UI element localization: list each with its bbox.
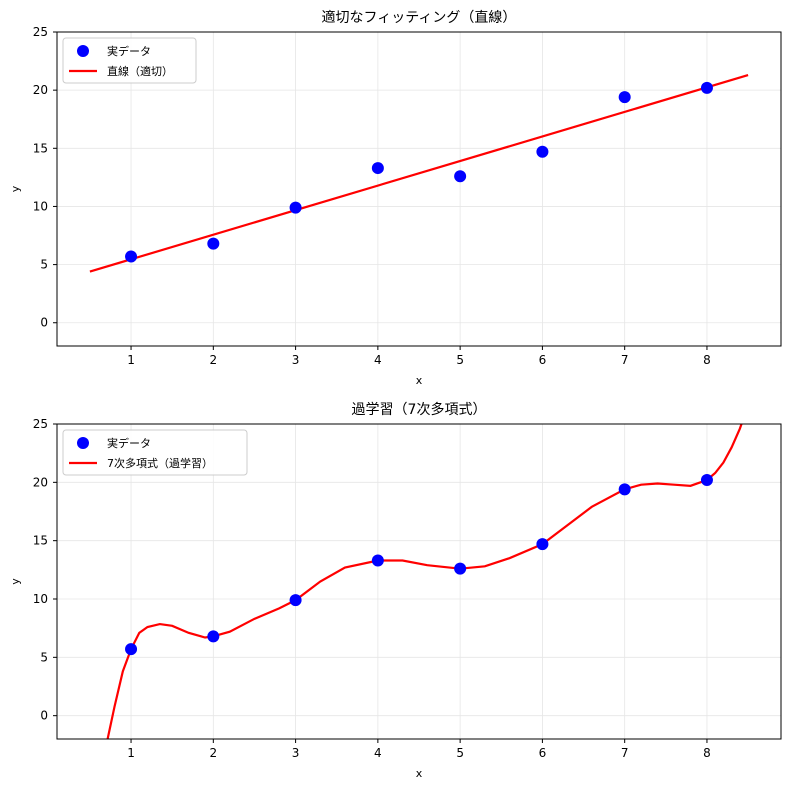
y-tick-label: 25 bbox=[33, 25, 48, 39]
data-point bbox=[618, 483, 631, 496]
data-point bbox=[125, 643, 138, 656]
y-tick-label: 10 bbox=[33, 199, 48, 213]
data-point bbox=[125, 250, 138, 263]
x-axis-label: x bbox=[416, 374, 423, 387]
x-tick-label: 4 bbox=[374, 353, 382, 367]
data-point bbox=[454, 170, 467, 183]
legend-label: 実データ bbox=[107, 436, 151, 450]
data-point bbox=[454, 562, 467, 575]
plot-area bbox=[57, 32, 781, 346]
x-tick-label: 6 bbox=[539, 746, 547, 760]
y-tick-label: 20 bbox=[33, 475, 48, 489]
x-tick-label: 8 bbox=[703, 353, 711, 367]
y-tick-label: 15 bbox=[33, 141, 48, 155]
x-tick-label: 1 bbox=[127, 353, 135, 367]
y-tick-label: 20 bbox=[33, 83, 48, 97]
y-axis-label: y bbox=[9, 185, 22, 192]
chart-panel-1: 1 2 3 4 5 6 7 8 0 5 10 15 20 25 適切なフィッティング（直線） x y 実データ直線… bbox=[9, 9, 782, 387]
x-tick-label: 3 bbox=[292, 353, 300, 367]
chart-title: 適切なフィッティング（直線） bbox=[322, 9, 517, 26]
axes-frame bbox=[56, 423, 782, 740]
y-tick-label: 5 bbox=[40, 650, 48, 664]
legend-box bbox=[62, 429, 248, 476]
legend-marker bbox=[77, 45, 89, 57]
y-tick-label: 0 bbox=[40, 709, 48, 723]
data-point bbox=[536, 538, 549, 551]
y-axis-label: y bbox=[9, 578, 22, 585]
data-point bbox=[700, 81, 713, 94]
y-tick-label: 15 bbox=[33, 534, 48, 548]
x-tick-label: 5 bbox=[456, 353, 464, 367]
data-point bbox=[700, 474, 713, 486]
x-tick-label: 5 bbox=[456, 746, 464, 760]
y-tick-label: 10 bbox=[33, 592, 48, 606]
x-tick-label: 2 bbox=[209, 353, 217, 367]
legend-marker bbox=[77, 437, 89, 449]
x-tick-label: 1 bbox=[127, 746, 135, 760]
x-tick-label: 3 bbox=[292, 746, 300, 760]
legend-label: 直線（適切） bbox=[107, 64, 173, 78]
data-point bbox=[289, 201, 302, 214]
y-tick-label: 25 bbox=[33, 417, 48, 431]
data-point bbox=[207, 237, 220, 250]
plot-area bbox=[57, 424, 781, 739]
data-point bbox=[536, 145, 549, 158]
legend-label: 7次多項式（過学習） bbox=[107, 456, 213, 470]
chart-title: 過学習（7次多項式） bbox=[352, 401, 487, 418]
x-tick-label: 7 bbox=[621, 746, 629, 760]
x-tick-label: 4 bbox=[374, 746, 382, 760]
y-tick-label: 0 bbox=[40, 316, 48, 330]
series-line bbox=[106, 424, 743, 739]
data-point bbox=[207, 630, 220, 643]
data-point bbox=[371, 554, 384, 567]
legend-label: 実データ bbox=[107, 44, 151, 58]
chart-panel-2: 1 2 3 4 5 6 7 8 0 5 10 15 20 25 過学習（7次多項式） x y 実データ 7次多項式（… bbox=[9, 401, 782, 780]
x-axis-label: x bbox=[416, 767, 423, 780]
x-tick-label: 2 bbox=[209, 746, 217, 760]
x-tick-label: 6 bbox=[539, 353, 547, 367]
data-point bbox=[289, 594, 302, 607]
x-tick-label: 8 bbox=[703, 746, 711, 760]
x-tick-label: 7 bbox=[621, 353, 629, 367]
y-tick-label: 5 bbox=[40, 258, 48, 272]
series-line bbox=[89, 73, 749, 273]
data-point bbox=[371, 162, 384, 175]
data-point bbox=[618, 91, 631, 104]
axes-frame bbox=[56, 31, 782, 347]
